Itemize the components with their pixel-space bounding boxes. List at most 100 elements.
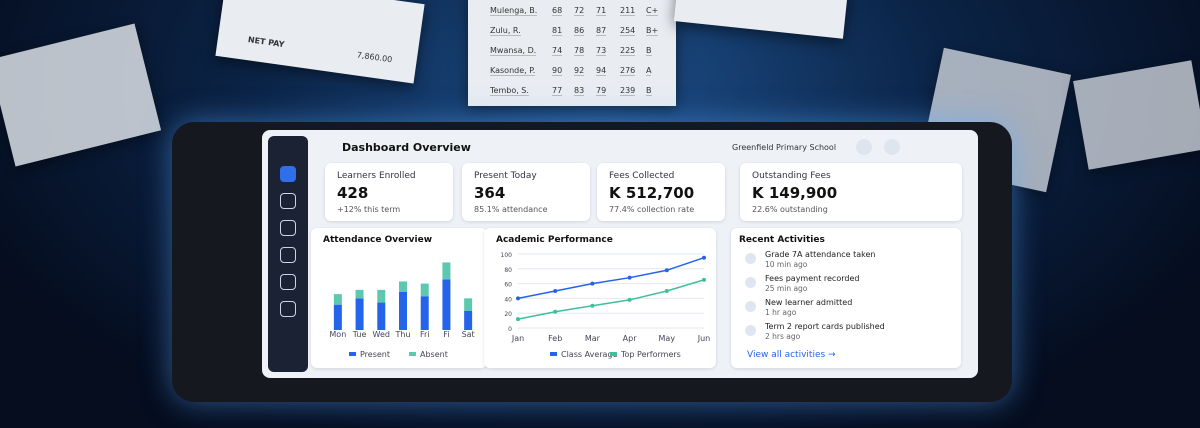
net-label: NET PAY	[247, 35, 285, 50]
bar	[420, 283, 429, 297]
stat-card: Outstanding Fees K 149,900 22.6% outstandi…	[740, 163, 962, 221]
legend-swatch	[349, 352, 356, 356]
activity-time: 10 min ago	[765, 260, 808, 269]
x-tick-label: Thu	[394, 330, 410, 339]
bar	[355, 289, 364, 299]
point	[516, 296, 520, 301]
stat-card: Present Today 364 85.1% attendance	[462, 163, 590, 221]
bar	[333, 304, 342, 330]
sheet-cell: 211	[620, 6, 636, 16]
sheet-cell: B	[646, 46, 652, 56]
stat-note: 85.1% attendance	[474, 205, 548, 214]
stat-value: K 149,900	[752, 184, 838, 202]
x-tick-label: Fi	[443, 330, 449, 339]
x-tick-label: Feb	[548, 334, 562, 343]
stat-value: K 512,700	[609, 184, 695, 202]
legend-swatch	[610, 352, 617, 356]
legend-swatch	[550, 352, 557, 356]
paper	[673, 0, 849, 39]
sheet-cell: 87	[596, 26, 607, 36]
x-tick-label: Mar	[585, 334, 601, 343]
point	[590, 303, 595, 308]
nav-button[interactable]	[280, 247, 296, 263]
stat-value: 428	[337, 184, 369, 202]
paper	[1073, 60, 1200, 170]
bar	[464, 298, 473, 311]
bar	[464, 311, 473, 330]
attendance-card: Attendance Overview Mon Tue Wed Thu Fri Fi Sat P…	[311, 228, 487, 368]
sheet-cell: Zulu, R.	[490, 26, 521, 36]
y-tick-label: 60	[504, 282, 512, 289]
x-tick-label: Sat	[462, 330, 475, 339]
sheet-cell: 74	[552, 46, 563, 56]
bar	[355, 298, 364, 330]
bar	[442, 262, 451, 280]
stat-note: 22.6% outstanding	[752, 205, 828, 214]
activities-title: Recent Activities	[739, 235, 825, 245]
performance-chart: Academic Performance 0 20 40 60 80 100 Jan Feb Ma…	[496, 235, 710, 359]
activity-icon	[745, 253, 756, 264]
y-tick-label: 0	[508, 326, 512, 333]
chart-title: Academic Performance	[496, 235, 613, 245]
sheet-cell: 72	[574, 6, 585, 16]
sheet-cell: 78	[574, 46, 585, 56]
point	[664, 289, 669, 293]
nav-button[interactable]	[280, 220, 296, 236]
stat-label: Learners Enrolled	[337, 171, 416, 181]
activity-text: Grade 7A attendance taken	[765, 250, 876, 259]
y-tick-label: 40	[504, 296, 512, 303]
sheet-cell: B+	[646, 26, 659, 36]
x-tick-label: Apr	[623, 334, 638, 343]
activity-icon	[745, 277, 756, 288]
point	[553, 289, 558, 293]
stat-note: +12% this term	[337, 205, 401, 214]
stat-label: Outstanding Fees	[752, 171, 831, 181]
sheet-cell: C+	[646, 6, 659, 16]
page-title: Dashboard Overview	[342, 141, 471, 154]
stat-card: Fees Collected K 512,700 77.4% collection …	[597, 163, 725, 221]
x-tick-label: Mon	[329, 330, 346, 339]
sheet-cell: 94	[596, 66, 607, 76]
sheet-cell: 86	[574, 26, 585, 36]
activity-text: Fees payment recorded	[765, 274, 860, 283]
point	[516, 317, 520, 322]
activity-text: Term 2 report cards published	[765, 322, 885, 331]
activity-icon	[745, 301, 756, 312]
profile[interactable]	[884, 139, 900, 155]
legend-label: Top Performers	[620, 350, 681, 359]
sheet-cell: Tembo, S.	[490, 86, 529, 96]
bar	[399, 281, 407, 292]
notifications[interactable]	[856, 139, 872, 155]
y-tick-label: 80	[504, 267, 512, 274]
sheet-cell: 254	[620, 26, 636, 36]
point	[627, 275, 632, 280]
bar	[420, 296, 429, 330]
line	[517, 279, 705, 320]
x-tick-label: Jan	[511, 334, 524, 343]
sheet-cell: 83	[574, 86, 585, 96]
school-name: Greenfield Primary School	[732, 143, 837, 152]
nav-button[interactable]	[280, 193, 296, 209]
legend-swatch	[409, 352, 416, 356]
nav-button[interactable]	[280, 274, 296, 290]
sheet-cell: 90	[552, 66, 563, 76]
nav-button[interactable]	[280, 301, 296, 317]
nav-button[interactable]	[280, 166, 296, 182]
performance-card: Academic Performance 0 20 40 60 80 100 Jan Feb Ma…	[484, 228, 716, 368]
sheet-cell: A	[646, 66, 652, 76]
sidebar	[268, 136, 308, 372]
bar	[377, 289, 386, 303]
bar	[442, 279, 451, 330]
x-tick-label: Wed	[373, 330, 390, 339]
bar	[399, 292, 407, 330]
point	[553, 309, 558, 314]
activities-card: Recent Activities View all activities → …	[731, 228, 961, 368]
view-all-link[interactable]: View all activities →	[747, 350, 836, 360]
activity-time: 25 min ago	[765, 284, 808, 293]
bar	[333, 294, 342, 305]
point	[664, 268, 669, 273]
attendance-chart: Attendance Overview Mon Tue Wed Thu Fri Fi Sat P…	[323, 235, 475, 359]
legend-label: Present	[360, 350, 390, 359]
activity-icon	[745, 325, 756, 336]
